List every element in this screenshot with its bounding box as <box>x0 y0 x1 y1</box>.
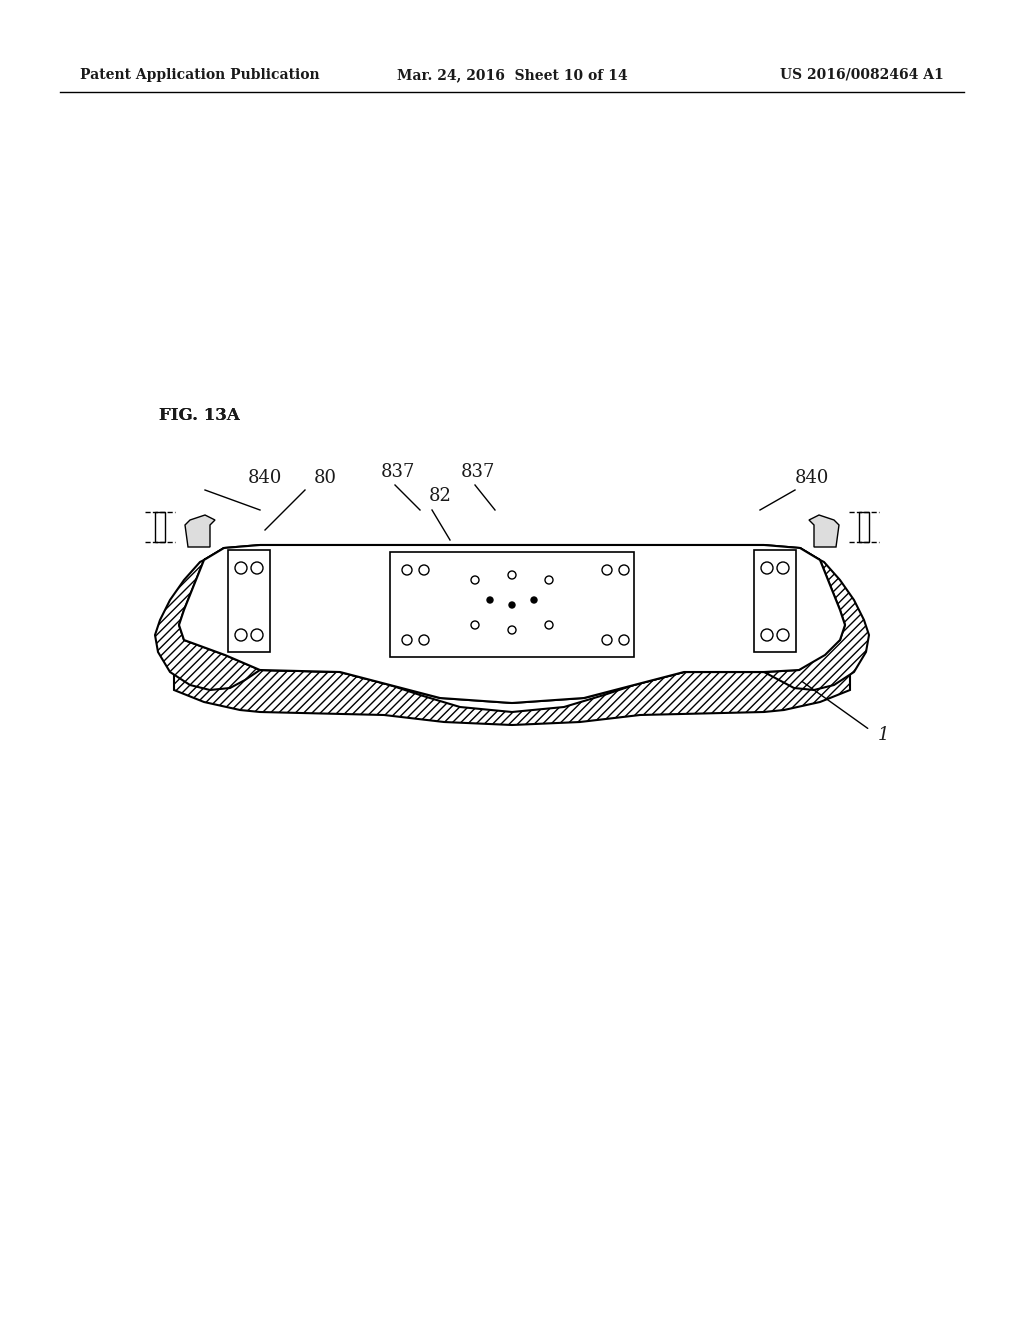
Circle shape <box>618 635 629 645</box>
Circle shape <box>602 635 612 645</box>
Text: Patent Application Publication: Patent Application Publication <box>80 69 319 82</box>
Circle shape <box>251 630 263 642</box>
Circle shape <box>777 630 790 642</box>
Polygon shape <box>155 512 165 543</box>
Circle shape <box>234 630 247 642</box>
Circle shape <box>777 562 790 574</box>
Text: US 2016/0082464 A1: US 2016/0082464 A1 <box>780 69 944 82</box>
Polygon shape <box>185 515 215 546</box>
Text: 837: 837 <box>381 463 415 480</box>
Circle shape <box>508 626 516 634</box>
Circle shape <box>761 630 773 642</box>
Circle shape <box>545 620 553 630</box>
Circle shape <box>471 576 479 583</box>
Polygon shape <box>809 515 839 546</box>
Polygon shape <box>155 548 260 690</box>
Circle shape <box>531 597 537 603</box>
Polygon shape <box>859 512 869 543</box>
Text: 840: 840 <box>795 469 829 487</box>
Text: FIG. 13A: FIG. 13A <box>159 407 240 424</box>
Text: 82: 82 <box>429 487 452 506</box>
Circle shape <box>545 576 553 583</box>
Text: FIG. 13A: FIG. 13A <box>159 407 240 424</box>
Circle shape <box>251 562 263 574</box>
Text: 80: 80 <box>313 469 337 487</box>
Circle shape <box>419 565 429 576</box>
Text: 1: 1 <box>878 726 890 744</box>
Polygon shape <box>179 545 845 704</box>
Circle shape <box>618 565 629 576</box>
Circle shape <box>508 572 516 579</box>
Circle shape <box>471 620 479 630</box>
Circle shape <box>402 635 412 645</box>
Polygon shape <box>179 545 845 704</box>
Circle shape <box>402 565 412 576</box>
Text: 837: 837 <box>461 463 496 480</box>
Text: 840: 840 <box>248 469 283 487</box>
Circle shape <box>487 597 493 603</box>
Circle shape <box>761 562 773 574</box>
Circle shape <box>419 635 429 645</box>
Polygon shape <box>754 550 796 652</box>
Polygon shape <box>390 552 634 657</box>
Circle shape <box>234 562 247 574</box>
Polygon shape <box>228 550 270 652</box>
Polygon shape <box>764 548 869 690</box>
Circle shape <box>602 565 612 576</box>
Circle shape <box>509 602 515 609</box>
Polygon shape <box>174 655 850 725</box>
Text: Mar. 24, 2016  Sheet 10 of 14: Mar. 24, 2016 Sheet 10 of 14 <box>396 69 628 82</box>
